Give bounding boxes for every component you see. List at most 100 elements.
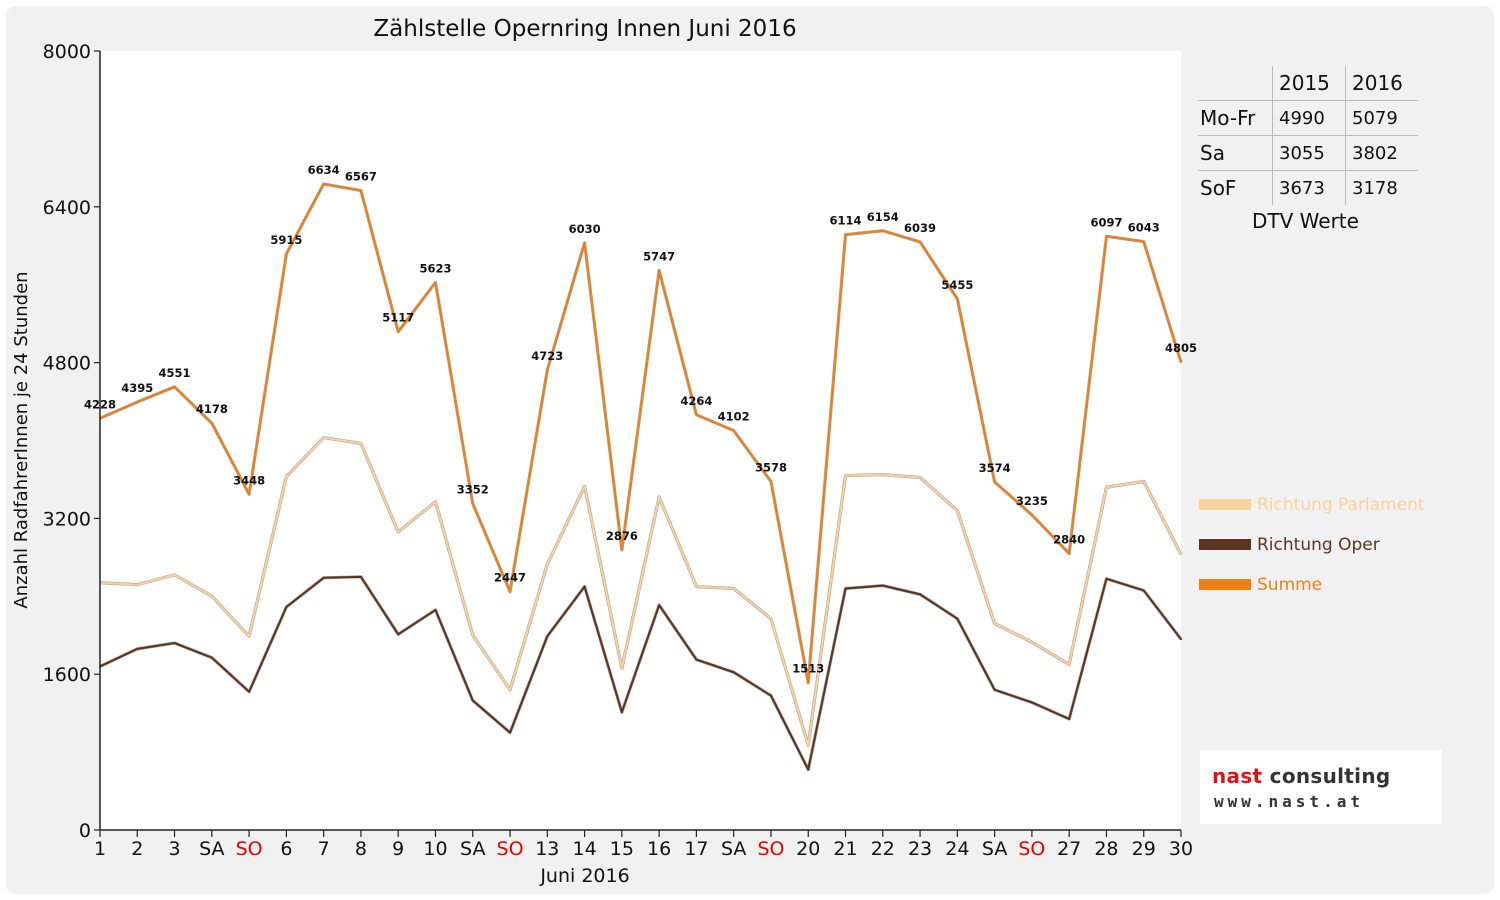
data-point-richtung-oper xyxy=(732,671,735,674)
data-label: 4178 xyxy=(196,402,228,416)
data-point-richtung-parlament xyxy=(471,634,474,637)
data-point-richtung-oper xyxy=(136,647,139,650)
data-label: 4264 xyxy=(680,394,712,408)
x-tick-label: 28 xyxy=(1094,838,1118,860)
x-tick-label: 22 xyxy=(871,838,895,860)
data-point-summe xyxy=(919,240,922,243)
data-label: 5747 xyxy=(643,249,675,263)
data-label: 2876 xyxy=(606,529,638,543)
dtv-value-2015: 4990 xyxy=(1272,100,1346,136)
logo-brand-rest: consulting xyxy=(1262,764,1391,788)
x-tick-label: 21 xyxy=(833,838,857,860)
data-point-summe xyxy=(322,183,325,186)
data-point-summe xyxy=(993,480,996,483)
x-tick-label: SA xyxy=(721,838,746,860)
x-tick-label: 27 xyxy=(1057,838,1081,860)
data-point-summe xyxy=(1105,235,1108,238)
data-point-summe xyxy=(359,189,362,192)
data-point-richtung-oper xyxy=(285,606,288,609)
plot-area xyxy=(100,51,1181,830)
data-label: 4551 xyxy=(159,366,191,380)
dtv-value-2015: 3055 xyxy=(1272,135,1346,171)
dtv-row-label: Sa xyxy=(1198,135,1273,171)
x-tick-label: 3 xyxy=(169,838,181,860)
data-point-richtung-parlament xyxy=(509,688,512,691)
data-point-summe xyxy=(769,480,772,483)
logo-wordmark: nast consulting xyxy=(1212,764,1390,788)
dtv-row-label: SoF xyxy=(1198,170,1273,205)
data-point-richtung-parlament xyxy=(956,509,959,512)
x-tick-label: 9 xyxy=(392,838,404,860)
dtv-value-2016: 5079 xyxy=(1345,100,1418,136)
dtv-row-sof: SoF 3673 3178 xyxy=(1198,170,1418,205)
data-point-richtung-oper xyxy=(1030,701,1033,704)
data-point-summe xyxy=(546,369,549,372)
data-point-richtung-parlament xyxy=(359,442,362,445)
data-point-summe xyxy=(136,401,139,404)
data-point-summe xyxy=(210,422,213,425)
y-tick-label: 4800 xyxy=(43,353,91,375)
data-point-summe xyxy=(695,413,698,416)
legend-label-richtung-oper: Richtung Oper xyxy=(1257,535,1380,555)
data-point-richtung-oper xyxy=(248,690,251,693)
data-label: 5915 xyxy=(270,233,302,247)
x-tick-label: 29 xyxy=(1132,838,1156,860)
x-tick-label: 10 xyxy=(423,838,447,860)
data-point-summe xyxy=(732,429,735,432)
x-tick-label: 16 xyxy=(647,838,671,860)
x-tick-label: SO xyxy=(1018,838,1045,860)
y-tick-label: 3200 xyxy=(43,508,91,530)
legend-swatch-richtung-oper xyxy=(1199,539,1251,550)
data-point-richtung-parlament xyxy=(136,583,139,586)
legend-swatch-richtung-parlament xyxy=(1199,499,1251,510)
data-label: 2840 xyxy=(1053,532,1085,546)
data-point-richtung-parlament xyxy=(1105,486,1108,489)
x-tick-label: SA xyxy=(982,838,1007,860)
y-tick-label: 8000 xyxy=(43,41,91,63)
x-tick-label: SA xyxy=(199,838,224,860)
data-point-summe xyxy=(844,233,847,236)
x-tick-label: 2 xyxy=(131,838,143,860)
data-point-richtung-oper xyxy=(919,593,922,596)
logo-brand-red: nast xyxy=(1212,764,1263,788)
data-label: 6114 xyxy=(830,214,862,228)
chart-title: Zählstelle Opernring Innen Juni 2016 xyxy=(373,16,796,42)
x-tick-label: SO xyxy=(757,838,784,860)
plot-background xyxy=(100,51,1181,830)
legend-label-summe: Summe xyxy=(1257,575,1322,595)
dtv-header-empty xyxy=(1198,66,1273,101)
dtv-table: 2015 2016 Mo-Fr 4990 5079 Sa 3055 3802 S… xyxy=(1198,66,1418,205)
series-line-richtung-oper xyxy=(99,575,1182,771)
data-point-summe xyxy=(583,241,586,244)
data-label: 3574 xyxy=(979,461,1011,475)
data-point-summe xyxy=(1142,240,1145,243)
data-label: 5623 xyxy=(419,261,451,275)
data-point-summe xyxy=(956,297,959,300)
data-point-richtung-oper xyxy=(509,731,512,734)
x-tick-label: 17 xyxy=(684,838,708,860)
data-point-richtung-parlament xyxy=(1030,641,1033,644)
series-layer xyxy=(99,182,1183,772)
data-point-richtung-parlament xyxy=(919,476,922,479)
data-point-richtung-parlament xyxy=(546,563,549,566)
data-point-richtung-oper xyxy=(695,658,698,661)
data-label: 3235 xyxy=(1016,494,1048,508)
data-point-richtung-parlament xyxy=(210,595,213,598)
data-point-richtung-parlament xyxy=(173,573,176,576)
data-point-summe xyxy=(173,385,176,388)
data-label: 4102 xyxy=(718,410,750,424)
data-label: 6039 xyxy=(904,221,936,235)
data-point-richtung-parlament xyxy=(322,436,325,439)
dtv-header-2015: 2015 xyxy=(1272,66,1346,101)
legend: Richtung Parlament Richtung Oper Summe xyxy=(1199,495,1425,595)
data-point-summe xyxy=(881,229,884,232)
data-label: 6154 xyxy=(867,210,899,224)
x-tick-label: 13 xyxy=(535,838,559,860)
data-point-summe xyxy=(807,681,810,684)
data-point-richtung-oper xyxy=(1105,577,1108,580)
data-point-richtung-oper xyxy=(210,656,213,659)
data-point-richtung-oper xyxy=(1068,717,1071,720)
nast-consulting-logo: nast consulting www.nast.at xyxy=(1200,750,1442,824)
data-point-summe xyxy=(1030,513,1033,516)
